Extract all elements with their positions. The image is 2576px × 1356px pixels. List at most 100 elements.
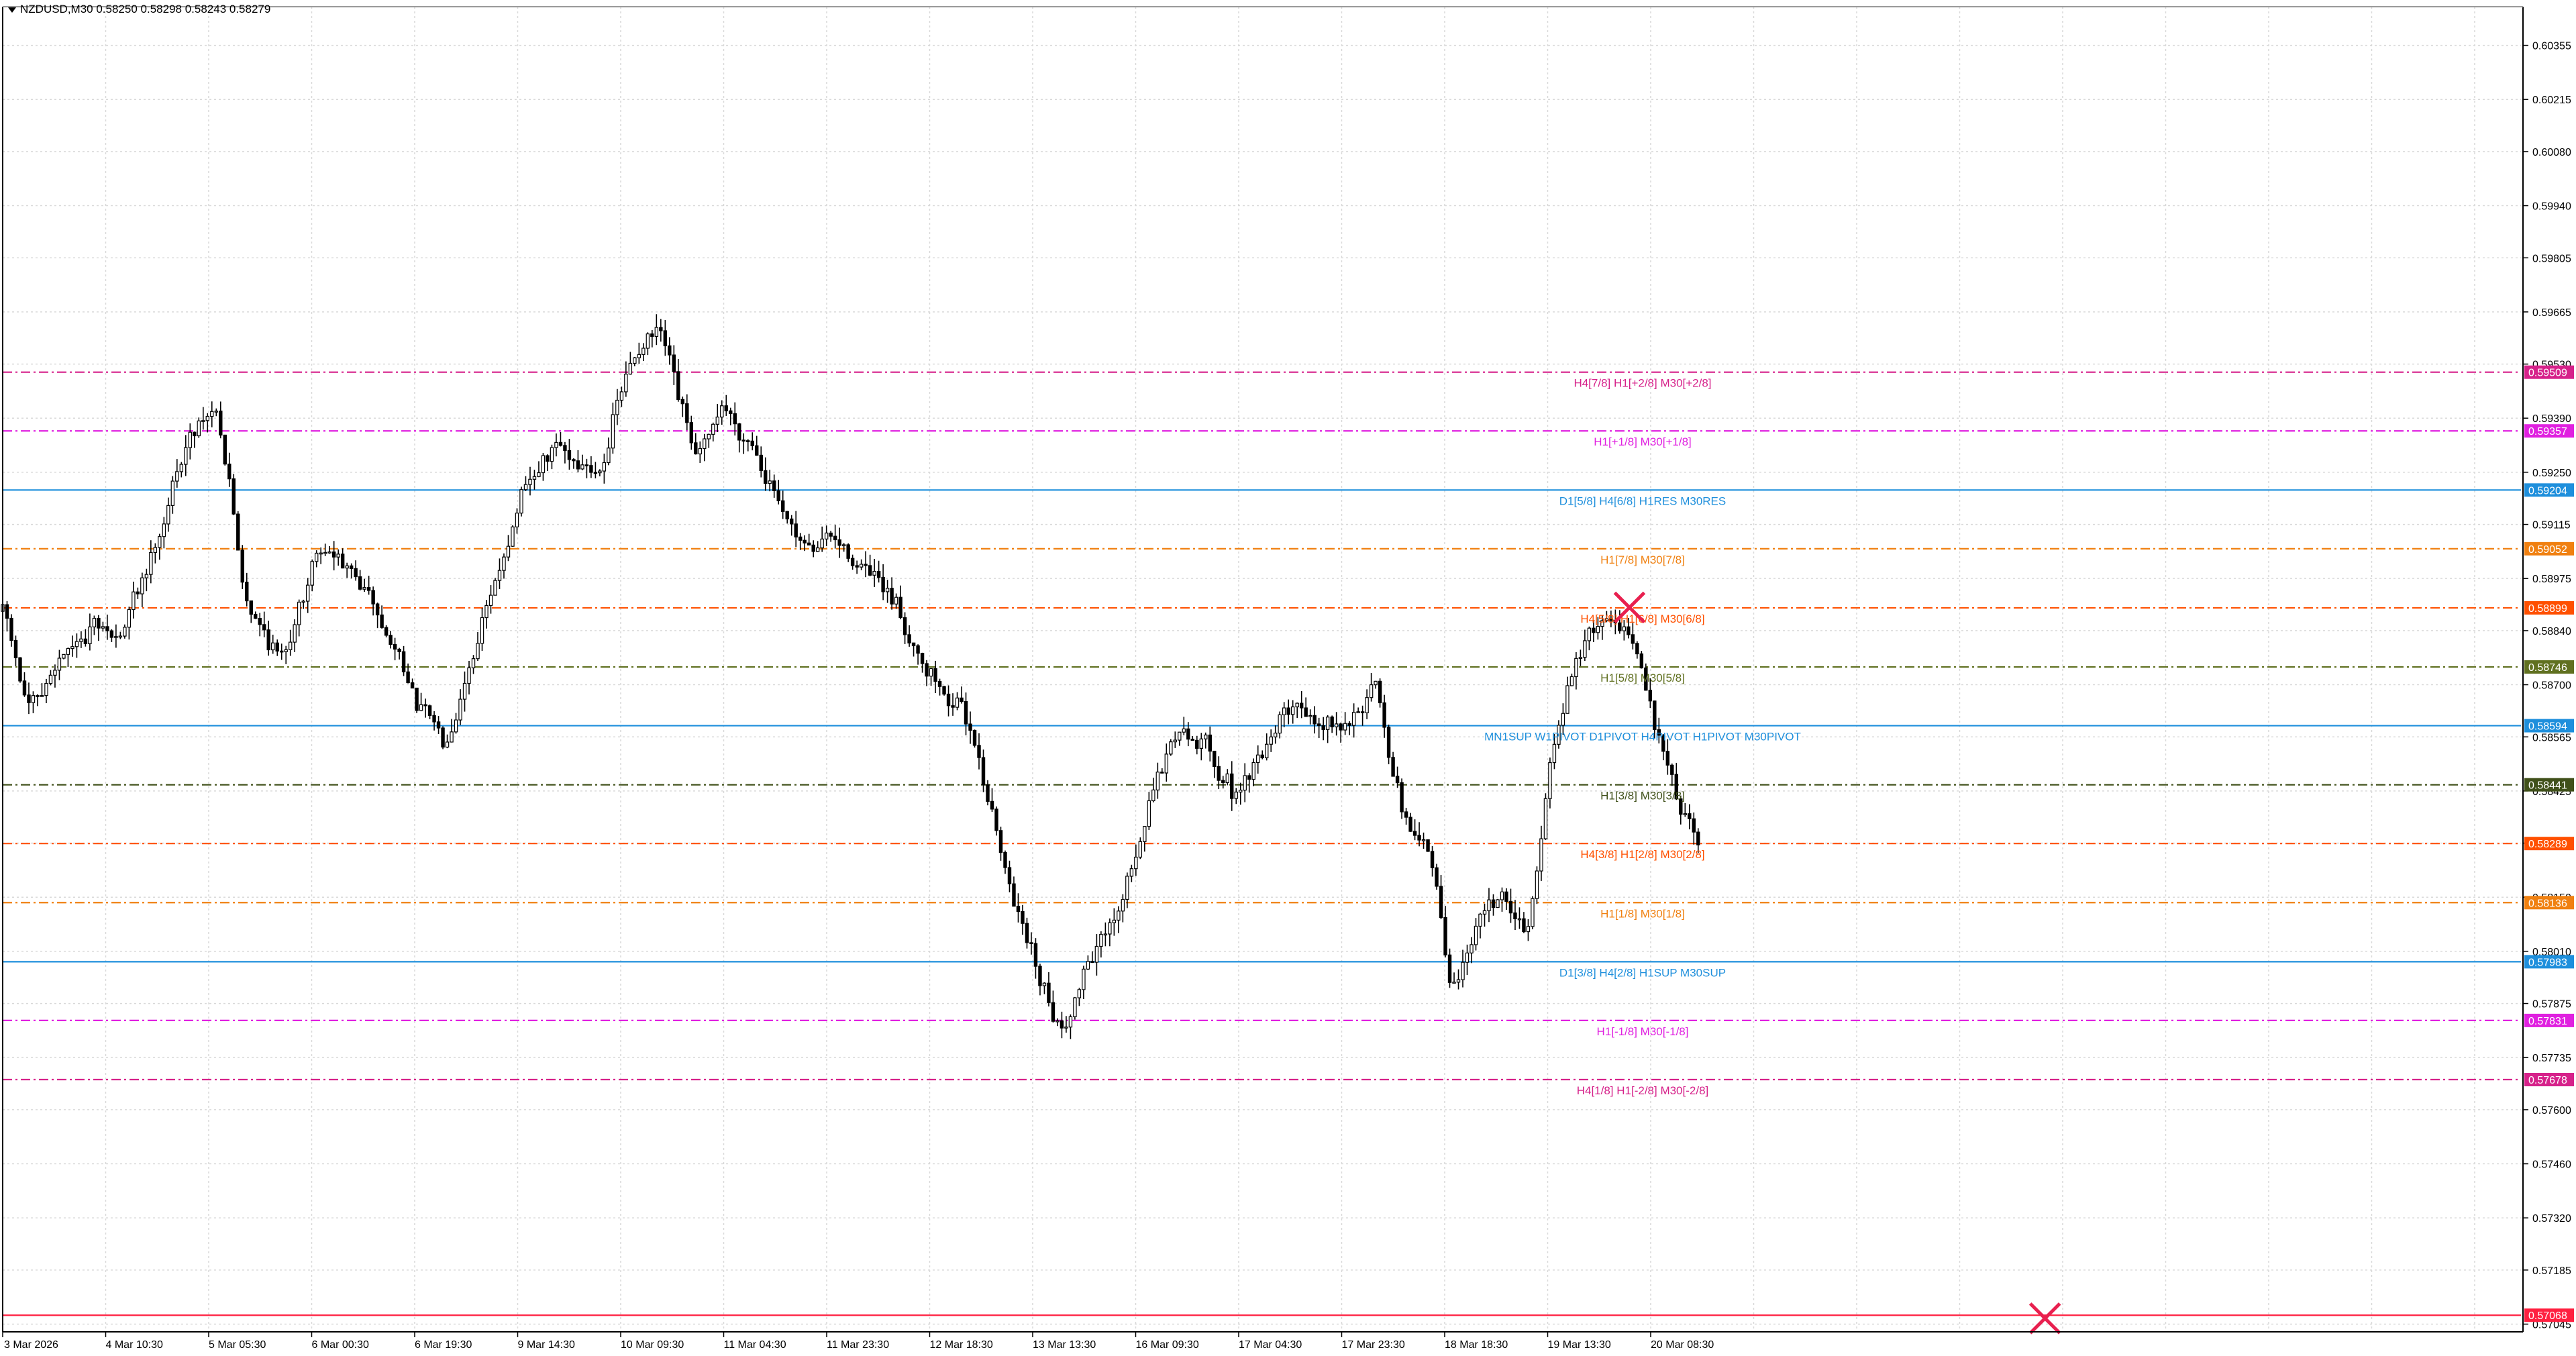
candle-body: [850, 558, 855, 566]
price-tag-box: [2524, 837, 2574, 851]
collapse-triangle-icon[interactable]: [8, 7, 16, 13]
candle-body: [1339, 723, 1343, 731]
candle-body: [1256, 754, 1260, 764]
candle-body: [1278, 714, 1282, 734]
markers[interactable]: [1613, 591, 2061, 1335]
price-tag-label: 0.59204: [2528, 485, 2567, 497]
symbol-header[interactable]: NZDUSD,M30 0.58250 0.58298 0.58243 0.582…: [8, 3, 270, 16]
candle-body: [811, 544, 815, 552]
time-tick-label: 11 Mar 23:30: [827, 1339, 889, 1351]
candle-body: [855, 565, 859, 568]
time-tick-label: 5 Mar 05:30: [209, 1339, 266, 1351]
price-tick-label: 0.60215: [2532, 95, 2571, 106]
candle-body: [1408, 817, 1412, 832]
candle-body: [214, 411, 218, 413]
candle-body: [715, 416, 719, 425]
candle-body: [1282, 707, 1286, 715]
candle-body: [1565, 685, 1569, 714]
time-tick-label: 4 Mar 10:30: [106, 1339, 163, 1351]
candle-body: [266, 629, 270, 651]
candle-body: [946, 693, 951, 707]
candle-body: [611, 414, 615, 449]
candle-body: [764, 470, 768, 484]
candle-body: [1386, 727, 1391, 758]
candle-body: [942, 686, 946, 695]
candle-body: [833, 535, 837, 541]
price-tag-box: [2524, 719, 2574, 733]
price-tag-box: [2524, 541, 2574, 556]
candle-body: [885, 588, 890, 592]
candle-body: [572, 459, 576, 462]
candle-body: [118, 635, 123, 638]
candle-body: [1531, 898, 1535, 927]
candle-body: [284, 649, 288, 652]
candle-body: [986, 784, 990, 802]
candle-body: [628, 362, 633, 375]
candle-body: [672, 354, 676, 372]
candle-body: [960, 697, 964, 702]
level-label: H1[7/8] M30[7/8]: [1600, 554, 1685, 566]
candle-body: [9, 617, 13, 641]
price-tag-box: [2524, 1013, 2574, 1027]
candle-body: [1055, 1020, 1060, 1023]
candle-body: [114, 636, 118, 638]
candle-body: [371, 590, 375, 605]
candle-body: [1007, 867, 1012, 884]
candle-body: [998, 830, 1003, 853]
candle-body: [1465, 952, 1470, 963]
candle-body: [580, 464, 584, 470]
candle-body: [898, 596, 903, 619]
candle-body: [1299, 702, 1304, 709]
candle-body: [711, 423, 715, 435]
level-label: H1[5/8] M30[5/8]: [1600, 672, 1685, 684]
price-tag-box: [2524, 483, 2574, 497]
candle-body: [144, 574, 149, 578]
price-axis: 0.60355 0.60215 0.60080 0.59940 0.59805 0.596…: [2523, 41, 2571, 1331]
candle-body: [380, 614, 384, 628]
candle-body: [305, 584, 310, 602]
candle-body: [1051, 1002, 1055, 1022]
candle-body: [515, 513, 519, 527]
candle-body: [1090, 961, 1094, 963]
candle-body: [1204, 734, 1208, 739]
candle-body: [968, 723, 972, 731]
candle-body: [105, 626, 109, 631]
candle-body: [694, 442, 698, 455]
price-tag-box: [2524, 778, 2574, 792]
candle-body: [1561, 713, 1565, 726]
candle-body: [1033, 943, 1038, 967]
candle-body: [1356, 711, 1360, 713]
candle-body: [1461, 961, 1465, 980]
candle-body: [523, 484, 528, 490]
candle-body: [1592, 627, 1596, 633]
candle-body: [1696, 831, 1700, 845]
candle-body: [240, 550, 244, 583]
cross-marker-icon[interactable]: [2028, 1302, 2061, 1335]
candle-body: [432, 715, 436, 723]
time-tick-label: 16 Mar 09:30: [1136, 1339, 1199, 1351]
level-label: H1[-1/8] M30[-1/8]: [1596, 1025, 1688, 1038]
candle-body: [1308, 715, 1312, 717]
candle-body: [1347, 723, 1351, 726]
candle-body: [598, 470, 602, 474]
candle-body: [175, 471, 179, 482]
candle-body: [1618, 622, 1622, 631]
time-tick-label: 11 Mar 04:30: [724, 1339, 786, 1351]
candle-body: [741, 439, 745, 442]
candle-body: [397, 648, 401, 652]
level-label: H4[1/8] H1[-2/8] M30[-2/8]: [1577, 1084, 1709, 1097]
candle-body: [362, 587, 366, 590]
candle-body: [1500, 891, 1504, 900]
candle-body: [401, 651, 406, 672]
candle-body: [1430, 851, 1435, 868]
candle-body: [1508, 900, 1513, 914]
candle-body: [236, 513, 240, 551]
candle-body: [205, 415, 210, 421]
candle-body: [729, 410, 733, 415]
price-tick-label: 0.58565: [2532, 732, 2571, 743]
candle-body: [1064, 1027, 1068, 1029]
candle-body: [1230, 773, 1234, 799]
cross-marker-icon[interactable]: [1613, 591, 1646, 624]
candle-body: [1557, 725, 1561, 745]
